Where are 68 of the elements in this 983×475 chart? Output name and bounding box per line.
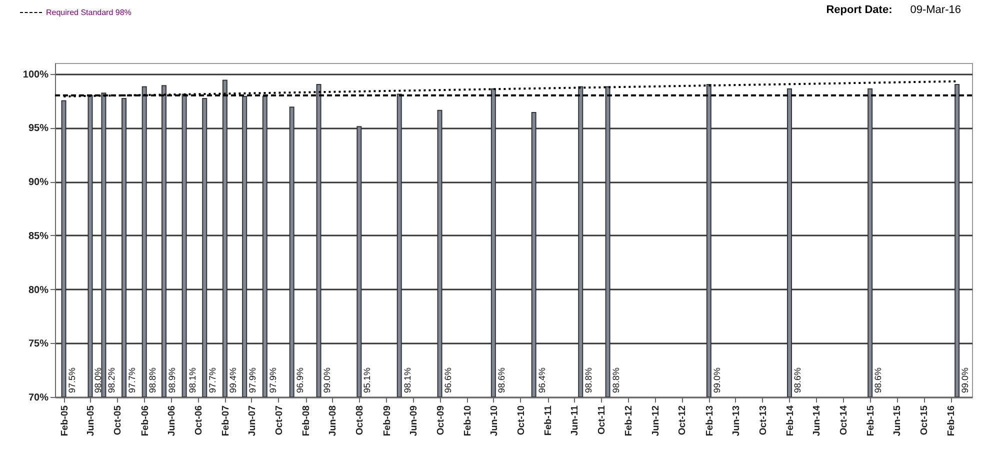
- x-tick-label: Feb-12: [624, 406, 635, 436]
- y-tick-label: 70%: [28, 392, 49, 404]
- data-label: 99.0%: [712, 367, 722, 393]
- y-tick-label: 85%: [28, 230, 49, 242]
- x-tick-label: Oct-11: [596, 404, 608, 435]
- data-label: 97.7%: [208, 367, 218, 393]
- x-tick-label: Feb-08: [301, 406, 312, 436]
- x-tick-label: Jun-05: [86, 404, 97, 436]
- x-tick-label: Jun-09: [408, 406, 420, 436]
- data-label: 98.6%: [873, 367, 884, 393]
- x-tick-label: Jun-13: [730, 406, 742, 436]
- x-tick-label: Jun-12: [650, 406, 662, 436]
- data-label: 99.0%: [322, 367, 332, 393]
- x-tick-label: Feb-13: [704, 406, 716, 436]
- y-tick-label: 75%: [28, 338, 49, 350]
- data-label: 99.4%: [228, 367, 238, 393]
- x-tick-label: Feb-05: [59, 404, 70, 436]
- data-label: 98.8%: [610, 367, 621, 393]
- y-tick-label: 90%: [28, 177, 49, 188]
- data-label: 97.5%: [66, 367, 77, 393]
- data-label: 98.1%: [402, 367, 412, 393]
- data-label: 96.6%: [442, 367, 453, 393]
- data-label: 96.9%: [294, 367, 305, 393]
- x-tick-label: Oct-10: [516, 406, 527, 436]
- x-tick-label: Oct-07: [274, 406, 285, 436]
- text: Report Date:: [826, 4, 892, 16]
- data-label: 98.1%: [187, 367, 198, 393]
- data-label: 98.0%: [93, 367, 104, 393]
- x-tick-label: Jun-08: [328, 406, 339, 436]
- x-tick-label: Oct-09: [435, 406, 446, 436]
- x-tick-label: Feb-11: [543, 404, 554, 436]
- data-label: 99.0%: [960, 367, 970, 393]
- data-label: 98.8%: [147, 367, 158, 393]
- data-label: 98.9%: [166, 367, 177, 393]
- x-tick-label: Jun-07: [246, 406, 258, 436]
- x-tick-label: Feb-06: [140, 406, 151, 436]
- y-tick-label: 100%: [22, 69, 49, 80]
- x-tick-label: Oct-05: [112, 404, 124, 436]
- x-tick-label: Feb-09: [382, 406, 393, 436]
- x-tick-label: Oct-15: [919, 404, 930, 436]
- data-label: 96.4%: [536, 367, 547, 393]
- data-label: 98.2%: [106, 367, 117, 393]
- data-label: 98.6%: [792, 367, 802, 393]
- x-tick-label: Feb-07: [220, 406, 232, 436]
- legend-label: Required Standard 98%: [46, 8, 132, 17]
- x-tick-label: Oct-12: [677, 406, 688, 436]
- x-tick-label: Jun-15: [892, 404, 904, 436]
- x-tick-label: Jun-10: [488, 406, 500, 436]
- x-tick-label: Jun-14: [811, 404, 822, 436]
- data-label: 98.6%: [496, 367, 506, 393]
- x-tick-label: Feb-16: [946, 406, 958, 436]
- x-tick-label: Jun-06: [166, 406, 178, 436]
- data-label: 95.1%: [362, 367, 372, 393]
- data-label: 97.9%: [268, 367, 278, 393]
- data-label: 98.8%: [584, 367, 594, 393]
- data-label: 97.7%: [127, 367, 138, 393]
- x-tick-label: Feb-15: [866, 404, 877, 436]
- x-tick-label: Jun-11: [569, 404, 580, 436]
- text: 09-Mar-16: [910, 4, 961, 16]
- x-tick-label: Feb-14: [784, 404, 796, 436]
- data-label: 97.9%: [248, 367, 258, 393]
- x-tick-label: Oct-13: [758, 406, 769, 436]
- x-tick-label: Oct-14: [838, 404, 850, 436]
- y-tick-label: 95%: [28, 123, 49, 134]
- x-tick-label: Oct-06: [193, 406, 204, 436]
- x-tick-label: Oct-08: [354, 406, 366, 436]
- x-tick-label: Feb-10: [462, 406, 474, 436]
- y-tick-label: 80%: [28, 284, 49, 296]
